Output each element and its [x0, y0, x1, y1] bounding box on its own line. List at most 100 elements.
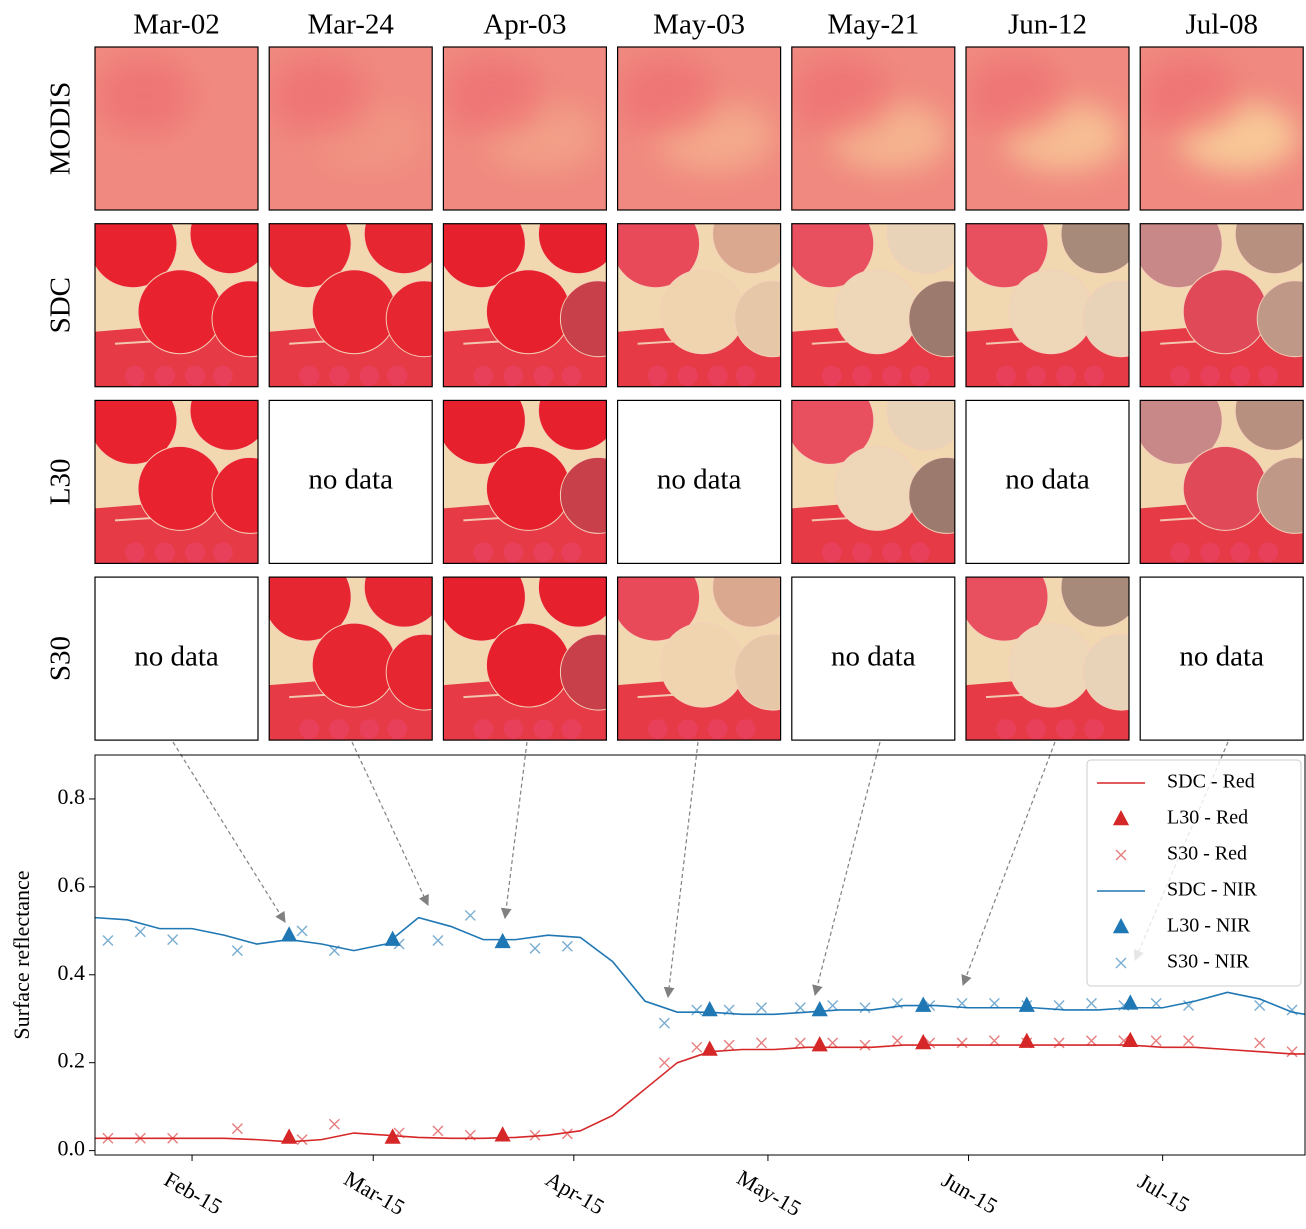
- triangle-marker: [281, 1128, 298, 1144]
- cross-marker: [859, 1002, 871, 1014]
- no-data-label: no data: [657, 464, 742, 496]
- cross-marker: [134, 1132, 146, 1144]
- image-blob: [1140, 55, 1240, 136]
- satellite-image: [443, 400, 607, 564]
- x-tick-label: Jun-15: [938, 1167, 1002, 1219]
- cell-border: [791, 223, 956, 388]
- pivot: [125, 542, 145, 563]
- cross-marker: [891, 1035, 903, 1047]
- image-blob: [966, 55, 1065, 136]
- pivot: [137, 445, 223, 531]
- arrows: [172, 741, 1229, 999]
- cross-marker: [167, 1132, 179, 1144]
- pivot: [1056, 719, 1076, 740]
- y-tick-label: 0.8: [58, 784, 86, 809]
- pivot: [1200, 365, 1221, 386]
- cross-marker: [432, 1125, 444, 1137]
- cross-marker: [432, 935, 444, 946]
- pivot: [269, 223, 352, 289]
- cross-marker: [102, 935, 114, 946]
- cell-border: [965, 399, 1130, 564]
- pivot: [559, 456, 607, 534]
- row-label: MODIS: [45, 82, 77, 175]
- cross-marker: [658, 1057, 670, 1069]
- cell-border: [616, 223, 782, 388]
- pivot: [385, 280, 433, 358]
- pivot: [443, 223, 526, 289]
- cross-marker: [328, 945, 340, 957]
- cross-marker: [561, 1128, 573, 1140]
- pivot: [1182, 269, 1268, 355]
- pivot: [821, 365, 842, 386]
- pivot: [95, 400, 178, 465]
- cross-marker: [1021, 1000, 1033, 1012]
- x-tick-label: Mar-15: [340, 1166, 409, 1220]
- pivot: [213, 365, 233, 386]
- y-tick-label: 0.6: [58, 872, 86, 897]
- cross-marker: [102, 1132, 114, 1144]
- pivot: [1140, 223, 1223, 289]
- pivot: [189, 223, 258, 275]
- cross-marker: [691, 1041, 703, 1053]
- pivot: [329, 365, 350, 386]
- pivot: [1140, 400, 1223, 465]
- pivot: [537, 577, 607, 628]
- pivot: [559, 633, 607, 711]
- cell-border: [791, 46, 956, 211]
- pivot: [712, 577, 781, 628]
- pivot: [561, 719, 582, 740]
- pivot: [533, 365, 554, 386]
- pivot: [1060, 577, 1129, 628]
- pivot: [617, 577, 701, 642]
- cross-marker: [1085, 1035, 1097, 1047]
- legend-label: L30 - NIR: [1167, 915, 1251, 937]
- cell-border: [965, 576, 1130, 741]
- cross-marker: [924, 1000, 936, 1012]
- pivot: [503, 542, 524, 563]
- cell-border: [268, 576, 433, 741]
- pivot: [660, 622, 746, 708]
- pivot: [385, 633, 433, 711]
- pivot: [1200, 542, 1221, 563]
- pivot: [734, 633, 781, 711]
- pivot: [387, 365, 408, 386]
- cross-marker: [755, 1037, 767, 1049]
- satellite-image: [269, 47, 433, 210]
- pivot: [533, 542, 554, 563]
- pivot: [473, 365, 494, 386]
- pivot: [1256, 280, 1304, 358]
- cell-border: [94, 46, 259, 211]
- satellite-image: [269, 577, 433, 741]
- pivot: [1258, 542, 1279, 563]
- triangle-marker: [1018, 1032, 1035, 1048]
- pivot: [909, 542, 930, 563]
- pivot: [1170, 542, 1191, 563]
- legend-label: L30 - Red: [1167, 807, 1248, 829]
- pivot: [660, 269, 746, 355]
- pivot: [881, 542, 902, 563]
- cell-border: [268, 46, 433, 211]
- pivot: [851, 542, 872, 563]
- cross-marker: [956, 997, 968, 1009]
- column-header: Jul-08: [1185, 9, 1258, 41]
- pivot: [1008, 269, 1094, 355]
- x-tick-label: Feb-15: [160, 1166, 226, 1219]
- satellite-image: [966, 223, 1129, 387]
- cross-marker: [296, 925, 308, 937]
- row-label: S30: [45, 636, 77, 681]
- arrow: [172, 741, 286, 923]
- satellite-image: [966, 577, 1129, 741]
- triangle-marker: [701, 1040, 718, 1056]
- cell-border: [442, 399, 607, 564]
- y-tick-label: 0.0: [58, 1136, 86, 1161]
- pivot: [311, 622, 397, 708]
- satellite-image: [443, 47, 607, 210]
- satellite-image: [1140, 223, 1304, 387]
- cell-border: [94, 399, 259, 564]
- pivot: [213, 542, 233, 563]
- pivot: [125, 365, 145, 386]
- cell-border: [442, 46, 607, 211]
- cross-marker: [691, 1004, 703, 1016]
- series-line: [95, 1044, 1305, 1143]
- pivot: [1170, 365, 1191, 386]
